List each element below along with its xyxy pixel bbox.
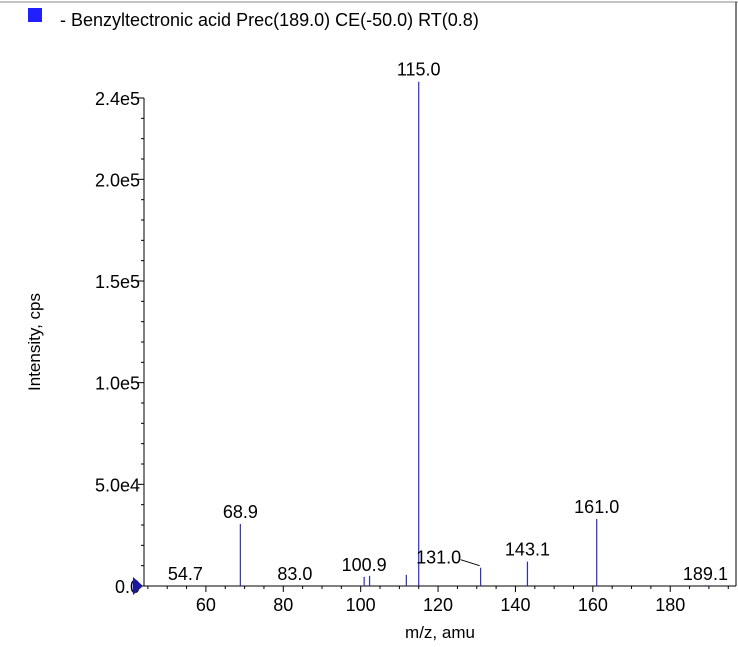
axes <box>143 2 737 587</box>
peak-label: 115.0 <box>397 60 441 80</box>
x-tick-label: 100 <box>346 595 376 615</box>
peak-labels: 54.7 68.9 83.0 100.9 115.0 131.0 143.1 161.0 189… <box>168 60 728 584</box>
x-tick-label: 180 <box>655 595 685 615</box>
peak-label: 100.9 <box>342 555 387 575</box>
legend-text: - Benzyltectronic acid Prec(189.0) CE(-5… <box>60 10 479 30</box>
x-tick-label: 140 <box>500 595 530 615</box>
x-axis-title: m/z, amu <box>405 623 475 642</box>
peak-label: 143.1 <box>505 540 550 560</box>
legend-swatch <box>28 8 42 22</box>
baseline-marker-icon <box>133 577 143 595</box>
peak-label: 83.0 <box>277 564 312 584</box>
peaks <box>184 81 707 586</box>
y-axis-title: Intensity, cps <box>25 293 44 391</box>
peak-label: 131.0 <box>416 548 461 568</box>
y-tick-label: 1.5e5 <box>95 272 140 292</box>
x-tick-label: 120 <box>423 595 453 615</box>
y-tick-label: 1.0e5 <box>95 374 140 394</box>
y-tick-label: 2.4e5 <box>95 89 140 109</box>
x-ticks: 60 80 100 120 140 160 180 <box>147 586 729 615</box>
x-tick-label: 80 <box>273 595 293 615</box>
x-tick-label: 160 <box>578 595 608 615</box>
peak-label: 189.1 <box>683 564 728 584</box>
peak-label: 161.0 <box>574 497 619 517</box>
y-tick-label: 2.0e5 <box>95 170 140 190</box>
peak-label: 68.9 <box>223 502 258 522</box>
x-tick-label: 60 <box>196 595 216 615</box>
peak-label: 54.7 <box>168 564 203 584</box>
y-tick-label: 5.0e4 <box>95 475 140 495</box>
legend: - Benzyltectronic acid Prec(189.0) CE(-5… <box>28 8 479 30</box>
peak-label-leader <box>460 559 480 567</box>
